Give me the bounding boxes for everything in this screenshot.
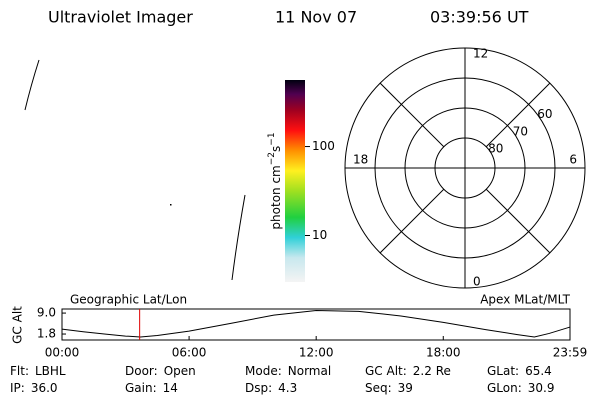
info-field: IP: 36.0 (10, 381, 58, 395)
x-tick-label: 06:00 (172, 346, 207, 360)
info-field: Door: Open (125, 364, 196, 378)
x-tick-label: 00:00 (45, 346, 80, 360)
lat-label: 80 (488, 142, 503, 156)
colorbar (285, 80, 305, 282)
polar-diagonal (379, 82, 445, 148)
info-value: LBHL (35, 364, 66, 378)
info-value: 4.3 (278, 381, 297, 395)
mlt-label: 18 (353, 153, 368, 167)
strip-right-label: Apex MLat/MLT (480, 293, 570, 307)
mlt-label: 0 (473, 275, 481, 289)
lat-label: 70 (513, 124, 528, 138)
info-field: GLat: 65.4 (487, 364, 552, 378)
label-sup: −1 (267, 132, 277, 145)
info-label: GLat: (487, 364, 519, 378)
earth-limb (24, 59, 40, 111)
info-label: Door: (125, 364, 158, 378)
earth-limb (231, 194, 246, 281)
info-label: Gain: (125, 381, 157, 395)
polar-diagonal (485, 188, 551, 254)
info-value: Normal (288, 364, 331, 378)
x-tick-label: 23:59 (553, 346, 588, 360)
lat-label: 60 (537, 107, 552, 121)
info-value: 2.2 Re (413, 364, 451, 378)
info-label: Mode: (245, 364, 282, 378)
info-label: GLon: (487, 381, 522, 395)
date: 11 Nov 07 (275, 8, 357, 27)
polar-diagonal (485, 82, 551, 148)
info-field: Seq: 39 (365, 381, 413, 395)
strip-frame (61, 308, 571, 341)
info-label: Seq: (365, 381, 392, 395)
info-field: Flt: LBHL (10, 364, 66, 378)
info-field: Mode: Normal (245, 364, 331, 378)
info-value: Open (164, 364, 196, 378)
info-value: 39 (398, 381, 413, 395)
y-axis-label: GC Alt (11, 306, 25, 344)
colorbar-tick-label: 10 (312, 228, 327, 242)
y-tick-label: 1.8 (37, 327, 56, 341)
info-field: Gain: 14 (125, 381, 178, 395)
label-part: s (269, 146, 283, 152)
info-field: GC Alt: 2.2 Re (365, 364, 451, 378)
info-value: 36.0 (31, 381, 58, 395)
info-label: Flt: (10, 364, 29, 378)
time: 03:39:56 UT (430, 8, 529, 27)
y-tick-label: 9.0 (37, 306, 56, 320)
info-label: IP: (10, 381, 25, 395)
info-value: 65.4 (525, 364, 552, 378)
x-tick-label: 12:00 (299, 346, 334, 360)
polar-diagonal (379, 188, 445, 254)
mlt-label: 6 (569, 153, 577, 167)
info-field: Dsp: 4.3 (245, 381, 297, 395)
altitude-line (61, 309, 571, 338)
strip-left-label: Geographic Lat/Lon (70, 293, 187, 307)
label-sup: −2 (267, 152, 277, 165)
info-value: 14 (163, 381, 178, 395)
info-value: 30.9 (528, 381, 555, 395)
label-part: photon cm (269, 165, 283, 229)
colorbar-label: photon cm−2s−1 (267, 132, 283, 229)
mlt-label: 12 (473, 47, 488, 61)
info-field: GLon: 30.9 (487, 381, 554, 395)
colorbar-tick-label: 100 (312, 139, 335, 153)
info-label: GC Alt: (365, 364, 407, 378)
dot (170, 204, 172, 206)
title: Ultraviolet Imager (48, 8, 193, 27)
info-label: Dsp: (245, 381, 272, 395)
x-tick-label: 18:00 (426, 346, 461, 360)
